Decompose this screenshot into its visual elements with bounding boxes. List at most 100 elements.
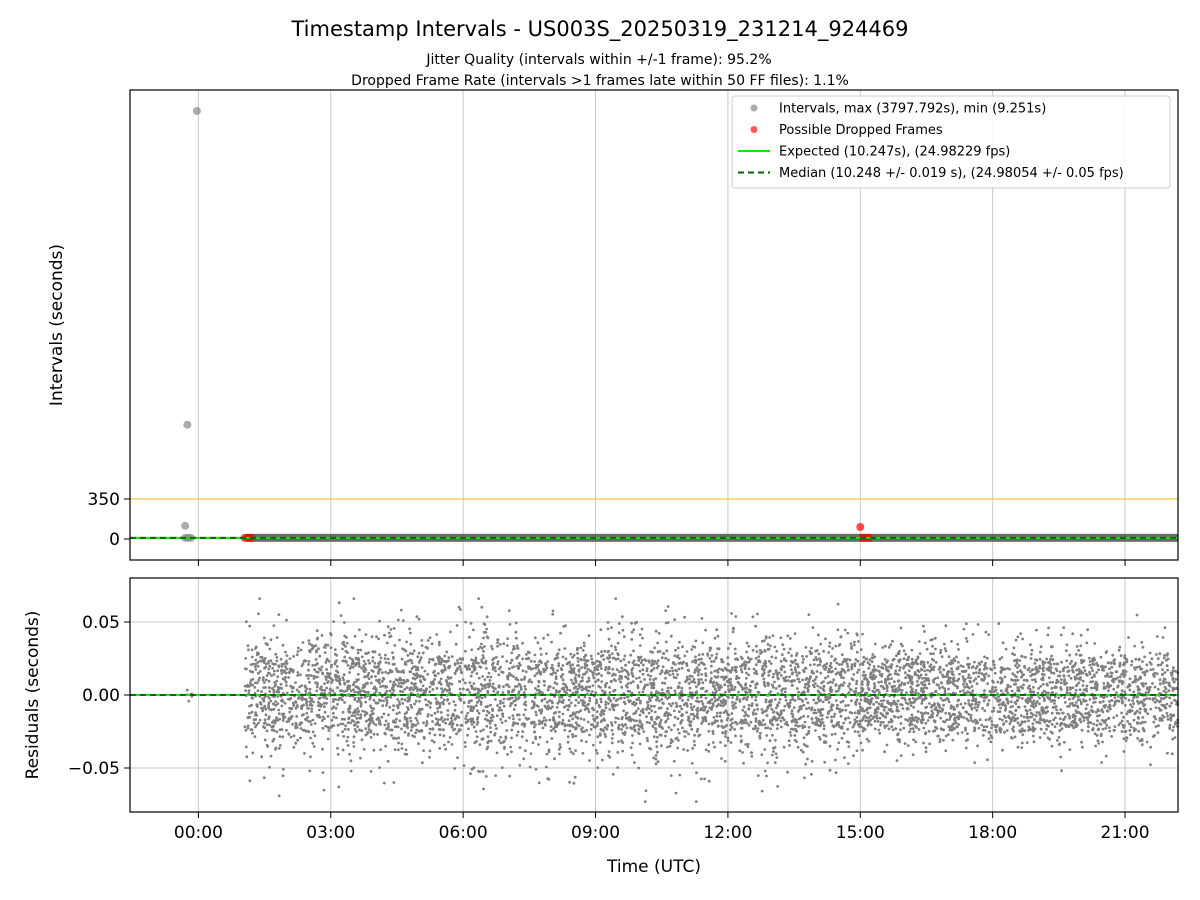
residual-point	[659, 672, 662, 676]
residual-point	[836, 703, 839, 707]
residual-point	[891, 728, 895, 732]
residual-point	[494, 687, 497, 691]
residual-point	[482, 650, 485, 653]
residual-point	[726, 662, 730, 666]
residual-point	[796, 665, 800, 669]
residual-point	[518, 763, 522, 767]
residual-point	[464, 620, 467, 624]
residual-point	[358, 665, 361, 668]
residual-point	[754, 656, 758, 660]
residual-point	[244, 728, 248, 732]
interval-point-0	[192, 107, 201, 115]
residual-point	[724, 709, 728, 713]
residual-point	[591, 684, 595, 687]
residual-point	[1066, 665, 1069, 669]
residual-point	[904, 652, 908, 656]
residual-point	[779, 719, 783, 723]
residual-point	[638, 644, 642, 647]
residual-point	[506, 637, 509, 641]
residual-point	[715, 711, 719, 715]
residual-point	[552, 671, 556, 674]
residual-point	[561, 718, 565, 722]
residual-point	[477, 597, 480, 600]
residual-point	[443, 718, 447, 721]
residual-point	[1065, 688, 1069, 692]
residual-point	[739, 668, 743, 671]
residual-point	[646, 700, 650, 704]
residual-point	[1156, 731, 1160, 734]
residual-point	[599, 727, 603, 731]
residual-point	[695, 771, 698, 775]
residual-point	[747, 644, 751, 648]
residual-point	[818, 720, 822, 724]
residual-point	[807, 706, 811, 710]
residual-point	[418, 675, 422, 679]
residual-point	[860, 725, 863, 729]
residual-point	[406, 734, 410, 737]
residual-point	[251, 662, 255, 666]
residual-point	[305, 704, 309, 707]
residual-point	[1032, 713, 1035, 717]
residual-point	[841, 699, 845, 703]
residual-point	[423, 669, 427, 673]
residual-point	[456, 756, 459, 760]
residual-point	[676, 654, 680, 657]
residual-point	[415, 686, 419, 690]
residual-point	[260, 690, 263, 693]
residual-point	[262, 722, 266, 725]
residual-point	[1016, 666, 1019, 669]
residual-point	[845, 662, 849, 666]
residual-point	[723, 744, 727, 748]
residual-point	[701, 719, 705, 723]
top-y-tick-label-1: 350	[88, 490, 120, 510]
residual-point	[611, 667, 615, 671]
residual-point	[664, 734, 667, 738]
residual-point	[598, 741, 602, 744]
residual-point	[415, 728, 419, 732]
residual-point	[789, 664, 793, 667]
residual-point	[693, 668, 697, 672]
residual-point	[389, 695, 393, 699]
residual-point	[754, 663, 758, 667]
residual-point	[761, 723, 764, 727]
residual-point	[736, 658, 740, 661]
residual-point	[285, 654, 289, 657]
residual-point	[768, 699, 772, 702]
residual-point	[601, 689, 604, 692]
residual-point	[840, 725, 844, 729]
residual-point	[676, 728, 680, 731]
residual-point	[1038, 736, 1042, 739]
residual-point	[372, 698, 376, 702]
residual-point	[341, 676, 345, 680]
residual-point	[413, 735, 416, 739]
residual-point	[254, 647, 257, 650]
residual-point	[274, 700, 278, 703]
residual-point	[636, 686, 640, 690]
residual-point	[464, 745, 467, 748]
residual-point	[502, 704, 506, 708]
residual-point	[771, 723, 775, 727]
residual-point	[788, 675, 791, 679]
residual-point	[764, 700, 768, 704]
residual-point	[436, 718, 440, 722]
residual-point	[791, 698, 795, 701]
residual-point	[548, 699, 551, 702]
residual-point	[961, 675, 965, 679]
residual-point	[786, 634, 790, 638]
residual-point	[368, 661, 371, 665]
residual-point	[649, 650, 652, 654]
residual-point	[916, 710, 920, 713]
residual-point	[296, 738, 299, 742]
residual-point	[660, 688, 664, 691]
residual-point	[1132, 729, 1136, 733]
residual-point	[1171, 689, 1175, 692]
residual-point	[487, 711, 491, 715]
residual-point	[621, 724, 625, 728]
residual-point	[309, 736, 312, 740]
residual-point	[639, 709, 643, 713]
residual-point	[569, 666, 573, 670]
residual-point	[926, 668, 929, 672]
residual-point	[280, 664, 284, 668]
residual-point	[382, 699, 385, 703]
